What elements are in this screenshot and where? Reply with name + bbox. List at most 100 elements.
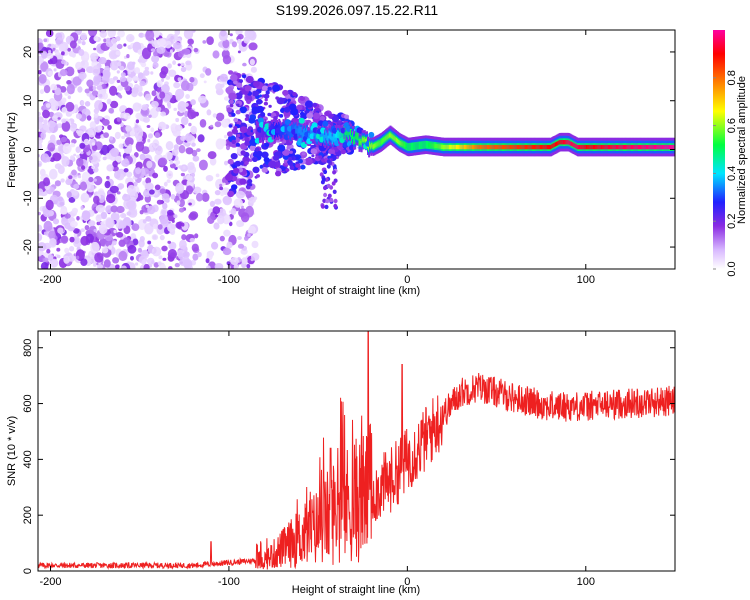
spectrogram-ridge-cell [455,144,458,150]
spectrogram-point [73,183,80,190]
spectrogram-point [74,104,79,109]
spectrogram-point [246,99,252,105]
spectrogram-point [180,62,185,66]
spectrogram-point [219,183,223,188]
spectrogram-point [173,81,181,89]
spectrogram-ridge-cell [308,132,311,141]
spectrogram-point [151,260,155,265]
spectrogram-ridge-cell [390,133,393,138]
spectrogram-ridge-cell [625,144,627,150]
spectrogram-point [236,133,241,138]
spectrogram-ridge-cell [334,130,337,139]
spectrogram-point [47,142,56,152]
spectrogram-point [132,102,142,112]
spectrogram-point [88,176,94,183]
spectrogram-point [38,74,47,84]
spectrogram-ridge-cell [582,144,585,150]
spectrogram-point [167,63,172,69]
spectrogram-ridge-cell [407,143,410,151]
spectrogram-point [159,264,167,269]
spectrogram-point [93,263,97,267]
spectrogram-point [48,230,56,239]
spectrogram-ridge-cell [299,127,302,135]
spectrogram-point [256,105,265,113]
spectrogram-ridge-cell [297,128,300,137]
spectrogram-point [135,161,143,170]
spectrogram-ridge-cell [589,144,592,150]
spectrogram-point [73,233,78,237]
spectrogram-point [185,94,191,99]
spectrogram-point [178,207,185,213]
spectrogram-point [54,163,62,170]
y-tick-label: 20 [22,46,34,58]
spectrogram-point [225,86,234,94]
spectrogram-ridge-cell [444,144,447,150]
spectrogram-ridge-cell [454,144,457,150]
y-tick-label: 200 [22,506,34,524]
spectrogram-point [206,109,212,116]
spectrogram-point [185,147,194,155]
spectrogram-ridge-cell [418,141,421,150]
spectrogram-point [101,83,107,89]
spectrogram-ridge-cell [435,143,438,149]
spectrogram-point [96,85,103,91]
spectrogram-point [159,188,166,194]
spectrogram-ridge-cell [658,144,661,150]
spectrogram-point [84,101,91,107]
spectrogram-point [239,106,247,114]
spectrogram-point [88,155,93,161]
spectrogram-ridge-cell [324,134,327,143]
spectrogram-ridge-cell [476,144,479,150]
spectrogram-point [86,115,92,121]
spectrogram-point [129,190,139,200]
spectrogram-point [40,262,49,269]
spectrogram-point [282,154,289,160]
spectrogram-point [38,233,43,242]
spectrogram-point [115,50,121,56]
spectrogram-point [235,142,241,147]
spectrogram-point [49,238,57,248]
spectrogram-point [231,128,238,135]
spectrogram-point [86,79,94,88]
spectrogram-point [38,188,44,196]
spectrogram-ridge-cell [375,142,378,148]
spectrogram-point [134,67,141,74]
spectrogram-ridge-cell [392,135,395,140]
spectrogram-point [318,155,323,159]
spectrogram-point [244,161,249,165]
spectrogram-ridge-cell [422,141,425,149]
spectrogram-ridge-cell [581,144,584,150]
spectrogram-point [319,116,326,121]
spectrogram-ridge-cell [665,144,668,150]
spectrogram-point [66,83,75,95]
spectrogram-point [114,170,121,179]
spectrogram-ridge-cell [520,144,523,150]
spectrogram-point [93,35,99,42]
spectrogram-point [235,109,241,115]
spectrogram-ridge-cell [621,144,624,150]
spectrogram-ridge-cell [419,141,422,150]
spectrogram-point [49,168,58,180]
spectrogram-point [331,115,340,123]
spectrogram-point [233,126,238,130]
spectrogram-ridge-cell [505,144,508,150]
spectrogram-point [142,116,150,123]
spectrogram-point [50,100,59,111]
spectrogram-point [161,210,167,215]
spectrogram-point [52,115,59,122]
spectrogram-point [77,175,82,179]
spectrogram-point [151,234,159,241]
spectrogram-point [57,227,64,234]
spectrogram-ridge-cell [655,144,657,150]
spectrogram-ridge-cell [346,129,349,138]
spectrogram-ridge-cell [515,144,518,150]
spectrogram-point [219,235,225,242]
spectrogram-point [151,246,162,257]
spectrogram-ridge-cell [539,144,542,150]
spectrogram-ridge-cell [430,143,433,148]
spectrogram-point [304,157,313,166]
spectrogram-point [181,222,185,227]
spectrogram-ridge-cell [425,140,428,149]
spectrogram-point [144,183,151,190]
spectrogram-point [139,80,146,87]
